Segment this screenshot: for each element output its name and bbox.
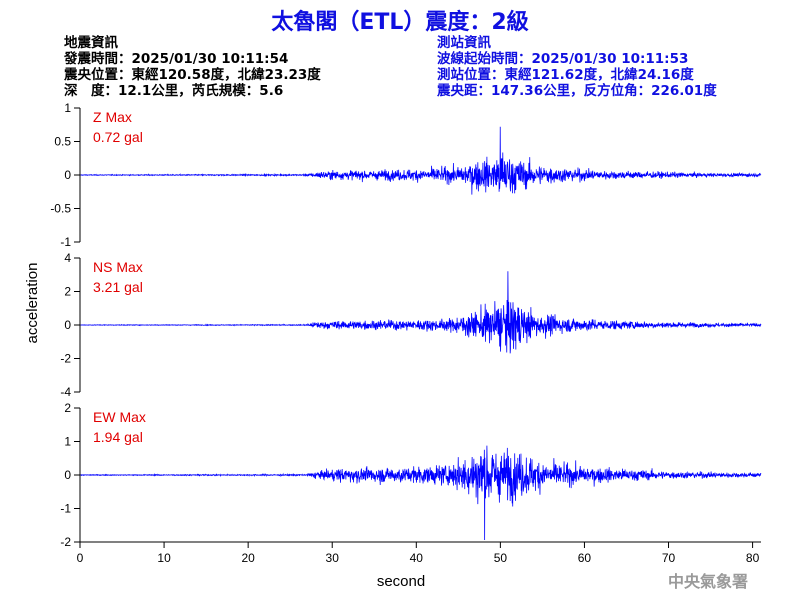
y-tick-label: 2 bbox=[64, 285, 71, 299]
station-location: 測站位置：東經121.62度，北緯24.16度 bbox=[437, 67, 694, 83]
x-tick-label: 80 bbox=[746, 551, 760, 565]
y-tick-label: -0.5 bbox=[50, 202, 71, 216]
y-tick-label: -2 bbox=[60, 535, 71, 549]
epicentral-distance: 震央距：147.36公里，反方位角：226.01度 bbox=[437, 83, 717, 99]
waveform-start-time: 波線起始時間：2025/01/30 10:11:53 bbox=[437, 51, 689, 67]
max-value-label: 1.94 gal bbox=[93, 429, 143, 445]
y-tick-label: -1 bbox=[60, 502, 71, 516]
panel-ns: -4 -2 0 2 4 NS Max 3.21 gal bbox=[60, 251, 762, 399]
max-value-label: 3.21 gal bbox=[93, 279, 143, 295]
waveform-trace-ns bbox=[79, 271, 762, 354]
y-tick-label: 0.5 bbox=[54, 135, 71, 149]
x-tick-label: 70 bbox=[662, 551, 676, 565]
eq-depth-magnitude: 深 度：12.1公里，芮氏規模：5.6 bbox=[64, 83, 284, 99]
page-title: 太魯閣（ETL）震度：2級 bbox=[271, 10, 529, 35]
x-axis: 0 10 20 30 40 50 60 70 80 bbox=[77, 541, 761, 565]
x-axis-label: second bbox=[377, 573, 425, 590]
waveform-trace-ew bbox=[79, 445, 762, 540]
y-tick-label: -2 bbox=[60, 352, 71, 366]
component-label: EW Max bbox=[93, 409, 146, 425]
panel-ew: -2 -1 0 1 2 EW Max 1.94 gal bbox=[60, 401, 762, 549]
panel-z: -1 -0.5 0 0.5 1 Z Max 0.72 gal bbox=[50, 101, 762, 249]
y-tick-label: 1 bbox=[64, 101, 71, 115]
y-axis-label: acceleration bbox=[24, 263, 41, 344]
earthquake-info: 地震資訊 發震時間：2025/01/30 10:11:54 震央位置：東經120… bbox=[64, 35, 321, 99]
x-tick-label: 30 bbox=[326, 551, 340, 565]
max-value-label: 0.72 gal bbox=[93, 129, 143, 145]
x-tick-label: 50 bbox=[494, 551, 508, 565]
x-tick-label: 60 bbox=[578, 551, 592, 565]
x-tick-label: 40 bbox=[410, 551, 424, 565]
y-tick-label: 1 bbox=[64, 435, 71, 449]
y-tick-label: 4 bbox=[64, 251, 71, 265]
y-tick-label: 0 bbox=[64, 318, 71, 332]
station-info-heading: 測站資訊 bbox=[437, 35, 491, 51]
eq-epicenter: 震央位置：東經120.58度，北緯23.23度 bbox=[64, 67, 321, 83]
y-tick-label: 0 bbox=[64, 468, 71, 482]
x-tick-label: 20 bbox=[241, 551, 255, 565]
x-tick-label: 10 bbox=[157, 551, 171, 565]
y-tick-label: -1 bbox=[60, 235, 71, 249]
component-label: Z Max bbox=[93, 109, 132, 125]
component-label: NS Max bbox=[93, 259, 143, 275]
y-tick-label: 0 bbox=[64, 168, 71, 182]
y-tick-label: -4 bbox=[60, 385, 71, 399]
waveform-trace-z bbox=[79, 126, 762, 195]
eq-info-heading: 地震資訊 bbox=[64, 35, 118, 51]
eq-origin-time: 發震時間：2025/01/30 10:11:54 bbox=[64, 51, 289, 67]
cwa-watermark: 中央氣象署 bbox=[667, 572, 748, 591]
station-info: 測站資訊 波線起始時間：2025/01/30 10:11:53 測站位置：東經1… bbox=[437, 35, 717, 99]
x-tick-label: 0 bbox=[77, 551, 84, 565]
y-tick-label: 2 bbox=[64, 401, 71, 415]
